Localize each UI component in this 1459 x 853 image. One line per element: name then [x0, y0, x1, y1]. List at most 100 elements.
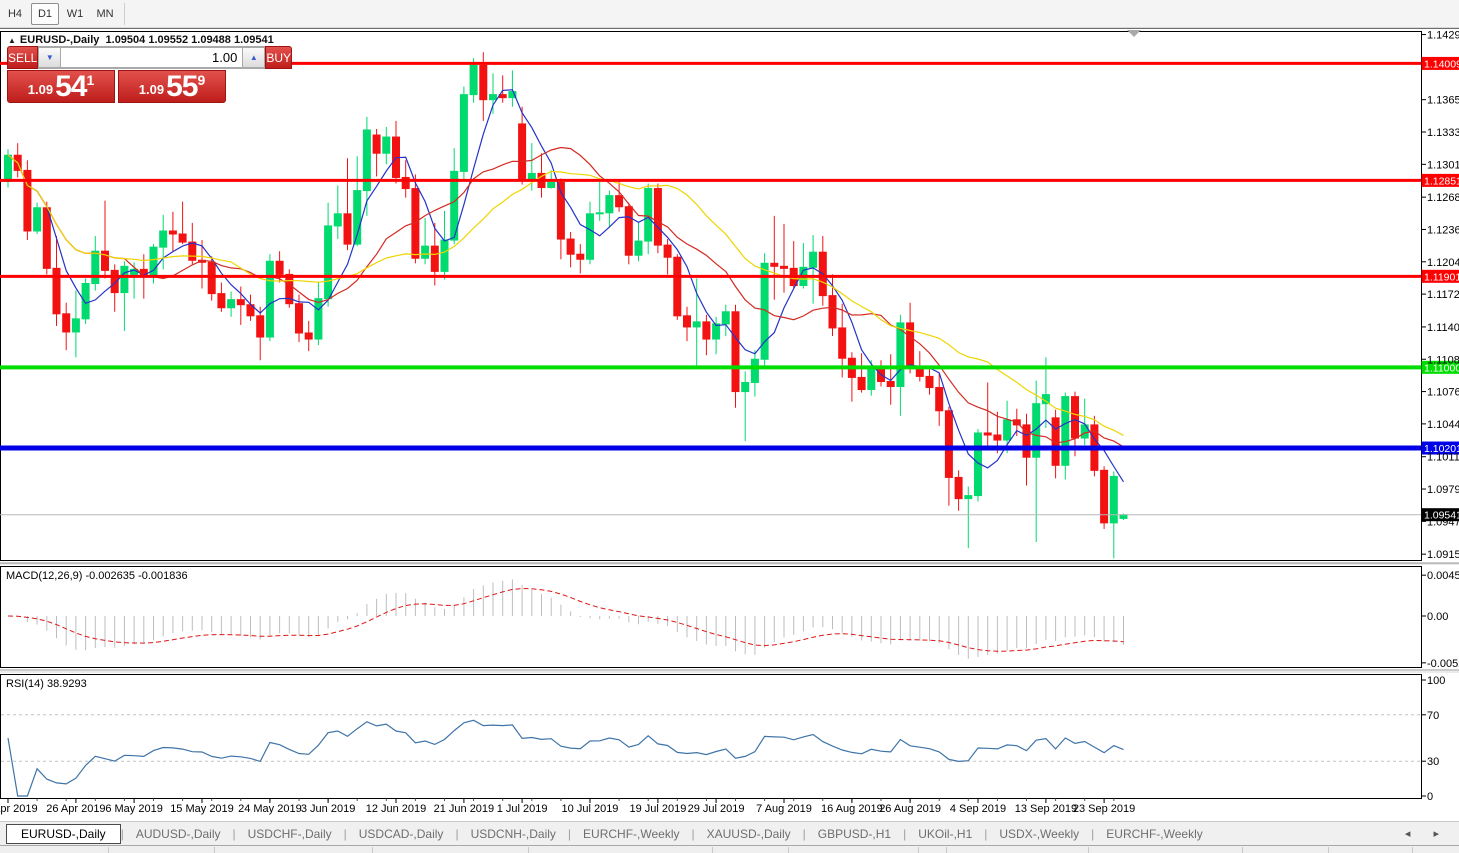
chart-tab-eurchf-weekly[interactable]: EURCHF-,Weekly: [583, 826, 680, 841]
chart-tab-audusd-daily[interactable]: AUDUSD-,Daily: [135, 826, 221, 841]
macd-layer: [7, 579, 1124, 659]
price-tick: 1.12045: [1427, 257, 1459, 269]
svg-text:0: 0: [1427, 791, 1433, 803]
buy-price-box[interactable]: 1.09 55 9: [118, 70, 226, 103]
chart-tab-usdcnh-daily[interactable]: USDCNH-,Daily: [470, 826, 556, 841]
tab-scroll-arrows[interactable]: ◂ ▸: [1404, 828, 1449, 840]
svg-text:1.11901: 1.11901: [1424, 271, 1459, 283]
macd-label: MACD(12,26,9) -0.002635 -0.001836: [6, 570, 188, 582]
timeframe-button-w1[interactable]: W1: [66, 7, 84, 20]
ma-5: [7, 89, 1125, 483]
bottom-cell-separator: [946, 847, 947, 853]
date-label: 12 Jun 2019: [366, 803, 427, 815]
price-tick: 1.11725: [1427, 289, 1459, 301]
tab-separator: |: [343, 826, 347, 841]
chart-tab-usdcad-daily[interactable]: USDCAD-,Daily: [358, 826, 444, 841]
bottom-cell-separator: [712, 847, 713, 853]
hline-label: [1421, 269, 1459, 283]
sell-price-pip: 1: [86, 72, 95, 88]
price-tick: 1.11400: [1427, 322, 1459, 334]
svg-text:-0.005205: -0.005205: [1427, 658, 1459, 670]
svg-text:0.004536: 0.004536: [1427, 570, 1459, 582]
svg-text:1.09541: 1.09541: [1424, 510, 1459, 522]
tab-separator: |: [567, 826, 572, 841]
chart-tab-eurchf-weekly[interactable]: EURCHF-,Weekly: [1106, 826, 1203, 841]
ma-24: [7, 154, 1124, 437]
chart-tab-usdchf-daily[interactable]: USDCHF-,Daily: [247, 826, 332, 841]
sell-button[interactable]: SELL: [7, 46, 39, 69]
price-tick: 1.09795: [1427, 484, 1459, 496]
bottom-cell-separator: [528, 847, 529, 853]
volume-decrease-button[interactable]: ▼: [38, 47, 62, 68]
date-label: 7 Aug 2019: [756, 803, 812, 815]
rsi-label: RSI(14) 38.9293: [6, 678, 87, 690]
collapse-panel-icon[interactable]: ▲: [8, 36, 16, 45]
sell-price-box[interactable]: 1.09 54 1: [7, 70, 115, 103]
bottom-cell-separator: [214, 847, 215, 853]
date-label: 21 Jun 2019: [434, 803, 495, 815]
buy-button[interactable]: BUY: [265, 46, 293, 69]
chart-shift-marker[interactable]: [1127, 30, 1141, 37]
tab-separator: |: [1091, 826, 1095, 841]
chart-tab-gbpusd-h1[interactable]: GBPUSD-,H1: [817, 826, 892, 841]
timeframe-button-d1[interactable]: D1: [31, 2, 59, 25]
tab-separator: |: [802, 826, 806, 841]
date-label: 23 Sep 2019: [1073, 803, 1135, 815]
date-label: 4 Sep 2019: [950, 803, 1006, 815]
chart-tab-eurusd-daily[interactable]: EURUSD-,Daily: [6, 823, 121, 844]
svg-text:100: 100: [1427, 675, 1445, 687]
timeframe-button-h4[interactable]: H4: [7, 7, 23, 20]
price-tick: 1.12365: [1427, 224, 1459, 236]
price-tick: 1.12685: [1427, 192, 1459, 204]
hline-label: [1421, 441, 1459, 455]
price-tick: 1.10760: [1427, 387, 1459, 399]
buy-price-pip: 9: [197, 72, 206, 88]
bid-price-label: [1421, 508, 1459, 522]
price-tick: 1.10440: [1427, 419, 1459, 431]
sell-price-prefix: 1.09: [27, 82, 54, 97]
hline-label: [1421, 56, 1459, 70]
volume-input[interactable]: [61, 47, 243, 68]
toolbar-separator: [124, 2, 125, 25]
chart-tab-xauusd-daily[interactable]: XAUUSD-,Daily: [706, 826, 791, 841]
sell-price-main: 54: [55, 70, 87, 103]
chart-tab-usdx-weekly[interactable]: USDX-,Weekly: [999, 826, 1080, 841]
svg-text:1.11000: 1.11000: [1424, 362, 1459, 374]
tab-separator: |: [120, 826, 124, 841]
date-label: 24 May 2019: [238, 803, 302, 815]
hline-label: [1421, 173, 1459, 187]
svg-text:70: 70: [1427, 710, 1439, 722]
buy-price-main: 55: [166, 70, 198, 103]
ma-13: [7, 146, 1124, 448]
bottom-cell-separator: [1242, 847, 1243, 853]
volume-increase-button[interactable]: ▲: [242, 47, 266, 68]
candles-layer: [4, 52, 1128, 559]
svg-text:1.14009: 1.14009: [1424, 58, 1459, 70]
rsi-line: [7, 719, 1124, 797]
quote-line: ▲ EURUSD-,Daily 1.09504 1.09552 1.09488 1…: [8, 34, 274, 46]
ohlc-values: 1.09504 1.09552 1.09488 1.09541: [105, 34, 274, 46]
volume-spinner: ▼ ▲: [38, 46, 266, 69]
bottom-cell-separator: [1412, 847, 1413, 853]
timeframe-button-mn[interactable]: MN: [96, 7, 114, 20]
date-label: 29 Jul 2019: [688, 803, 745, 815]
date-label: 1 Jul 2019: [497, 803, 548, 815]
svg-text:0.00: 0.00: [1427, 611, 1448, 623]
date-label: 10 Jul 2019: [562, 803, 619, 815]
price-tick: 1.11080: [1427, 354, 1459, 366]
chart-canvas[interactable]: 1.14009 1.12851 1.11901 1.11000 1.10201 1.142…: [0, 29, 1459, 821]
chart-tab-ukoil-h1[interactable]: UKOil-,H1: [918, 826, 973, 841]
date-label: 13 Sep 2019: [1015, 803, 1077, 815]
date-label: 16 Aug 2019: [821, 803, 883, 815]
price-tick: 1.10115: [1427, 452, 1459, 464]
date-label: 3 Jun 2019: [301, 803, 355, 815]
tab-separator: |: [691, 826, 695, 841]
price-tick: 1.13330: [1427, 127, 1459, 139]
bottom-cell-separator: [1088, 847, 1089, 853]
bottom-cell-separator: [918, 847, 919, 853]
tab-separator: |: [903, 826, 907, 841]
tab-separator: |: [455, 826, 459, 841]
one-click-trading-panel: SELL ▼ ▲ BUY 1.09 54 1 1.09 55 9: [7, 46, 293, 103]
svg-text:30: 30: [1427, 756, 1439, 768]
